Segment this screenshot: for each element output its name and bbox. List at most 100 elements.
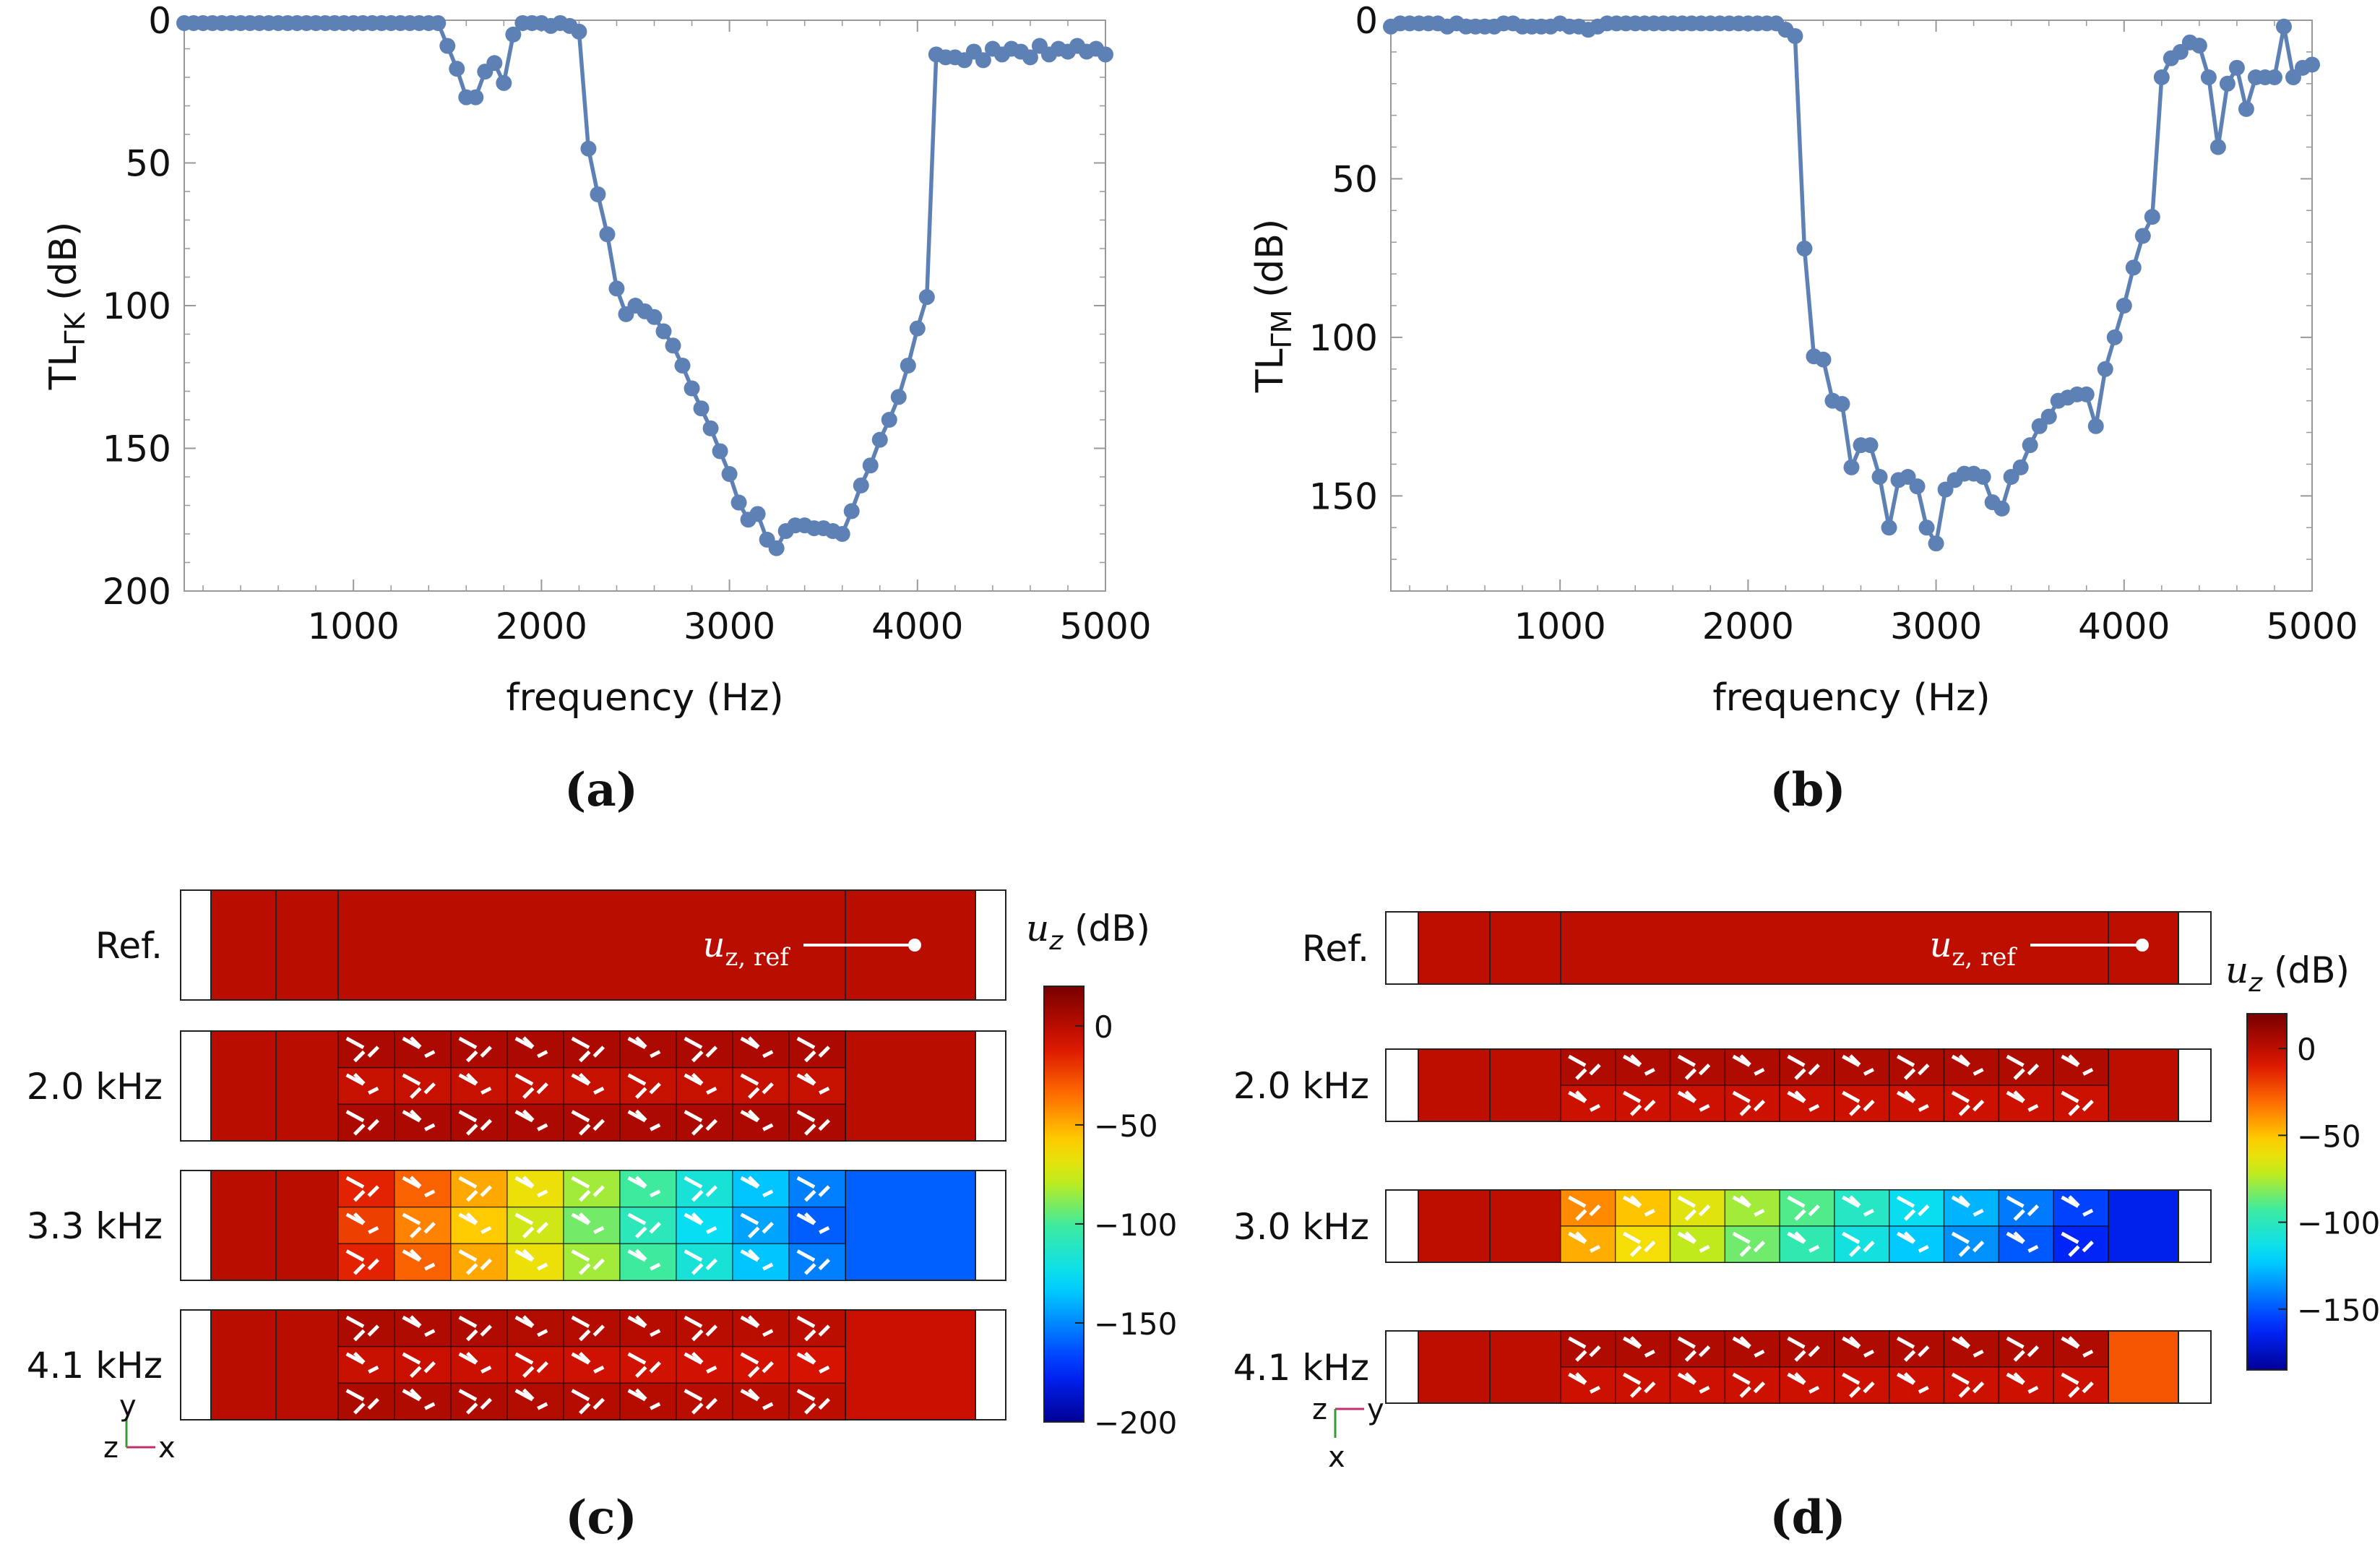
- unit-cell: [394, 1309, 452, 1348]
- cell-slit: [1699, 1385, 1710, 1394]
- cell-slit: [423, 1361, 436, 1374]
- cell-slit: [480, 1226, 492, 1234]
- x-tick-label: 2000: [1702, 605, 1794, 647]
- cell-slit: [740, 1249, 759, 1262]
- unit-cell: [450, 1170, 508, 1208]
- cell-slit: [691, 1050, 704, 1063]
- probe-label-sub: z, ref: [1952, 943, 2018, 972]
- cell-slit: [2061, 1372, 2079, 1385]
- data-point: [674, 357, 691, 374]
- cell-slit: [748, 1226, 760, 1238]
- cell-slit: [1622, 1231, 1642, 1244]
- unit-cell: [732, 1345, 790, 1384]
- cell-slit: [1732, 1372, 1751, 1385]
- data-point: [834, 526, 850, 542]
- data-point: [900, 357, 916, 374]
- cell-slit: [740, 1110, 759, 1123]
- cell-slit: [762, 1221, 774, 1234]
- data-point: [843, 503, 860, 520]
- cell-slit: [579, 1050, 591, 1063]
- data-point: [730, 494, 747, 511]
- triad-label-horizontal: x: [158, 1431, 176, 1465]
- cell-slit: [1575, 1068, 1587, 1080]
- unit-cell: [506, 1206, 564, 1245]
- cell-slit: [650, 1402, 661, 1410]
- cell-slit: [367, 1046, 379, 1058]
- unit-cell: [1615, 1225, 1671, 1263]
- cell-slit: [1575, 1209, 1587, 1221]
- cell-slit: [410, 1226, 422, 1238]
- unit-cell: [1998, 1189, 2054, 1227]
- cell-slit: [458, 1110, 478, 1123]
- cell-slit: [804, 1329, 816, 1342]
- y-tick-label: 0: [148, 0, 171, 42]
- unit-cell: [676, 1345, 733, 1384]
- unit-cell: [337, 1382, 395, 1420]
- cell-slit: [1842, 1195, 1861, 1208]
- cell-slit: [740, 1389, 759, 1402]
- cell-slit: [1863, 1381, 1875, 1394]
- unit-cell: [1724, 1048, 1780, 1086]
- cell-slit: [1732, 1336, 1751, 1349]
- cell-slit: [762, 1189, 774, 1198]
- cell-slit: [2027, 1244, 2039, 1253]
- cell-slit: [1677, 1231, 1696, 1244]
- x-tick-label: 4000: [871, 605, 963, 647]
- cell-slit: [480, 1118, 492, 1131]
- cell-slit: [424, 1262, 436, 1271]
- cell-slit: [480, 1185, 492, 1197]
- cell-slit: [1622, 1336, 1642, 1349]
- cell-slit: [1787, 1231, 1806, 1244]
- unit-cell: [2053, 1330, 2109, 1368]
- data-point: [749, 506, 766, 522]
- cell-slit: [353, 1329, 366, 1342]
- cell-slit: [1951, 1336, 1970, 1349]
- cell-slit: [345, 1176, 365, 1189]
- cell-slit: [1677, 1195, 1696, 1208]
- cell-slit: [1568, 1372, 1587, 1385]
- cell-slit: [1842, 1231, 1861, 1244]
- cell-slit: [1896, 1054, 1915, 1067]
- cell-slit: [2027, 1103, 2039, 1112]
- unit-cell: [1560, 1048, 1616, 1086]
- cell-slit: [345, 1073, 365, 1086]
- cell-slit: [1808, 1244, 1820, 1253]
- unit-cell: [788, 1103, 846, 1142]
- data-point: [486, 55, 503, 72]
- colorbar-tick-label: −150: [1094, 1306, 1177, 1342]
- cell-slit: [1753, 1381, 1766, 1394]
- y-axis-label: TLΓM (dB): [1249, 219, 1298, 394]
- triad-label-vertical: y: [119, 1389, 137, 1423]
- field-row: 3.3 kHz: [27, 1170, 1006, 1281]
- unit-cell: [1615, 1189, 1671, 1227]
- cell-slit: [706, 1366, 717, 1374]
- cell-slit: [684, 1036, 703, 1049]
- unit-cell: [1998, 1085, 2054, 1122]
- cell-slit: [592, 1397, 605, 1410]
- unit-cell: [394, 1382, 452, 1420]
- cell-slit: [367, 1185, 379, 1197]
- data-point: [871, 431, 888, 448]
- cell-slit: [522, 1226, 535, 1238]
- cell-slit: [514, 1212, 534, 1225]
- cell-slit: [537, 1262, 548, 1271]
- unit-cell: [1669, 1225, 1726, 1263]
- cell-slit: [1568, 1336, 1587, 1349]
- cell-slit: [650, 1123, 661, 1131]
- data-point: [580, 140, 597, 157]
- y-tick-label: 100: [103, 285, 171, 327]
- cell-slit: [1842, 1054, 1861, 1067]
- cell-slit: [796, 1249, 816, 1262]
- cell-slit: [796, 1073, 816, 1086]
- y-axis-label-main: TL: [42, 346, 85, 391]
- unit-cell: [788, 1309, 846, 1348]
- data-point: [608, 280, 625, 297]
- cell-slit: [684, 1352, 703, 1365]
- data-point: [430, 14, 447, 31]
- cell-slit: [2082, 1100, 2094, 1112]
- cell-slit: [345, 1110, 365, 1123]
- unit-cell: [1669, 1048, 1726, 1086]
- cell-slit: [762, 1262, 774, 1271]
- cell-slit: [402, 1073, 421, 1086]
- cell-slit: [2013, 1209, 2025, 1221]
